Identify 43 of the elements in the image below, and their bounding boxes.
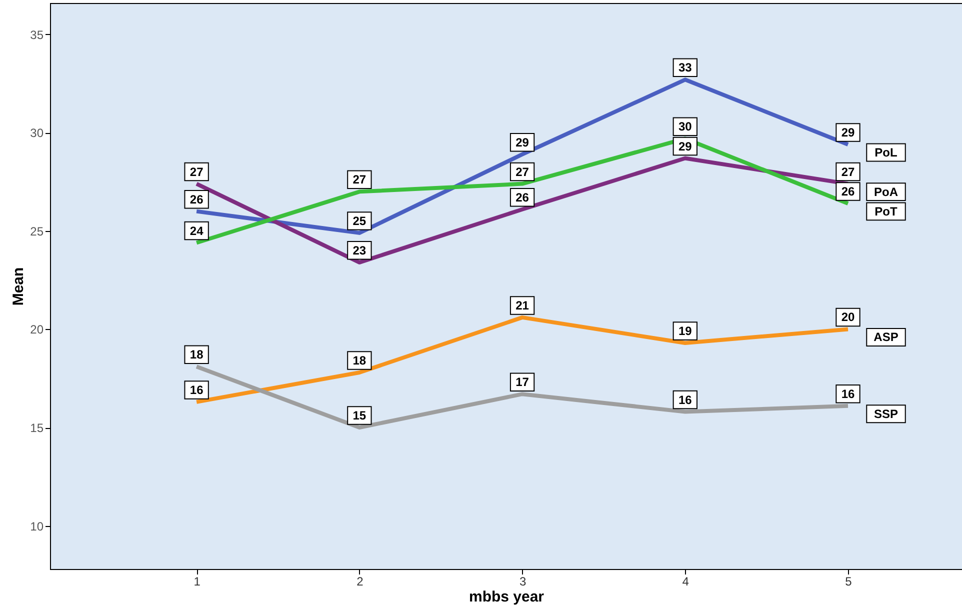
data-label: 16 <box>841 386 855 401</box>
data-label: 24 <box>190 224 204 238</box>
data-label: 27 <box>841 164 855 179</box>
data-label: 29 <box>841 126 855 140</box>
y-tick-label: 20 <box>30 322 44 337</box>
data-label: 18 <box>352 353 366 368</box>
y-tick-label: 25 <box>30 224 44 238</box>
x-tick-label: 3 <box>519 574 526 588</box>
data-label: 15 <box>352 408 366 422</box>
x-axis-title: mbbs year <box>468 588 544 606</box>
x-tick-label: 5 <box>845 574 852 588</box>
data-label: 29 <box>516 135 530 150</box>
data-label: 20 <box>841 310 855 324</box>
text: PoT <box>874 204 898 218</box>
x-tick-label: 4 <box>682 574 690 588</box>
x-tick-label: 2 <box>356 574 364 588</box>
data-label: 18 <box>190 348 204 362</box>
data-label: 27 <box>516 164 530 179</box>
y-axis-title: Mean <box>10 267 28 306</box>
data-label: 16 <box>678 392 692 407</box>
y-tick-label: 10 <box>30 519 44 534</box>
data-label: 23 <box>352 243 366 258</box>
data-label: 26 <box>516 190 530 204</box>
y-tick-label: 30 <box>30 126 44 140</box>
data-label: 21 <box>516 298 530 312</box>
data-label: 26 <box>841 184 855 198</box>
data-label: 27 <box>352 172 366 187</box>
data-label: 26 <box>190 192 204 206</box>
data-label: 29 <box>678 139 692 154</box>
x-tick-label: 1 <box>194 574 201 588</box>
data-label: 33 <box>678 60 692 75</box>
text: ASP <box>874 330 898 344</box>
data-label: 17 <box>516 375 530 390</box>
data-label: 19 <box>678 324 692 338</box>
data-label: 27 <box>190 164 204 179</box>
y-tick-label: 35 <box>30 28 44 42</box>
data-label: 16 <box>190 382 204 397</box>
y-tick-label: 15 <box>30 421 44 435</box>
data-label: 30 <box>678 120 692 134</box>
text: PoA <box>874 184 898 199</box>
text: PoL <box>874 146 898 160</box>
data-label: 25 <box>352 214 366 228</box>
text: SSP <box>874 406 898 421</box>
